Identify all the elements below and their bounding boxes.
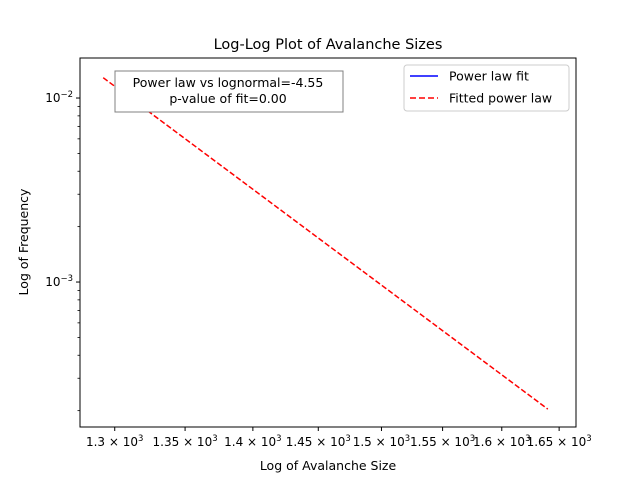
x-tick-label-1: 1.35 × 103 [153, 434, 218, 449]
x-tick-label-2: 1.4 × 103 [224, 434, 281, 449]
axes-frame [79, 57, 577, 428]
x-tick-label-7: 1.65 × 103 [527, 434, 592, 449]
x-tick-label-6: 1.6 × 103 [473, 434, 530, 449]
plot-area [79, 57, 577, 428]
annotation-box: Power law vs lognormal=-4.55 p-value of … [114, 70, 344, 113]
legend-label-power-law-fit: Power law fit [449, 69, 529, 84]
legend: Power law fit Fitted power law [403, 64, 570, 112]
x-axis-label: Log of Avalanche Size [260, 458, 397, 473]
x-tick-label-0: 1.3 × 103 [86, 434, 143, 449]
y-axis-label: Log of Frequency [16, 188, 31, 295]
series-line-1 [102, 77, 549, 410]
x-axis-ticks: 1.3 × 103 1.35 × 103 1.4 × 103 1.45 × 103 1.… [86, 427, 592, 449]
annotation-line-2: p-value of fit=0.00 [169, 91, 286, 106]
x-tick-label-5: 1.55 × 103 [410, 434, 475, 449]
legend-label-fitted-power-law: Fitted power law [449, 91, 552, 106]
x-tick-label-4: 1.5 × 103 [353, 434, 410, 449]
x-tick-label-3: 1.45 × 103 [286, 434, 351, 449]
annotation-line-1: Power law vs lognormal=-4.55 [133, 75, 324, 90]
chart-title: Log-Log Plot of Avalanche Sizes [214, 37, 443, 53]
